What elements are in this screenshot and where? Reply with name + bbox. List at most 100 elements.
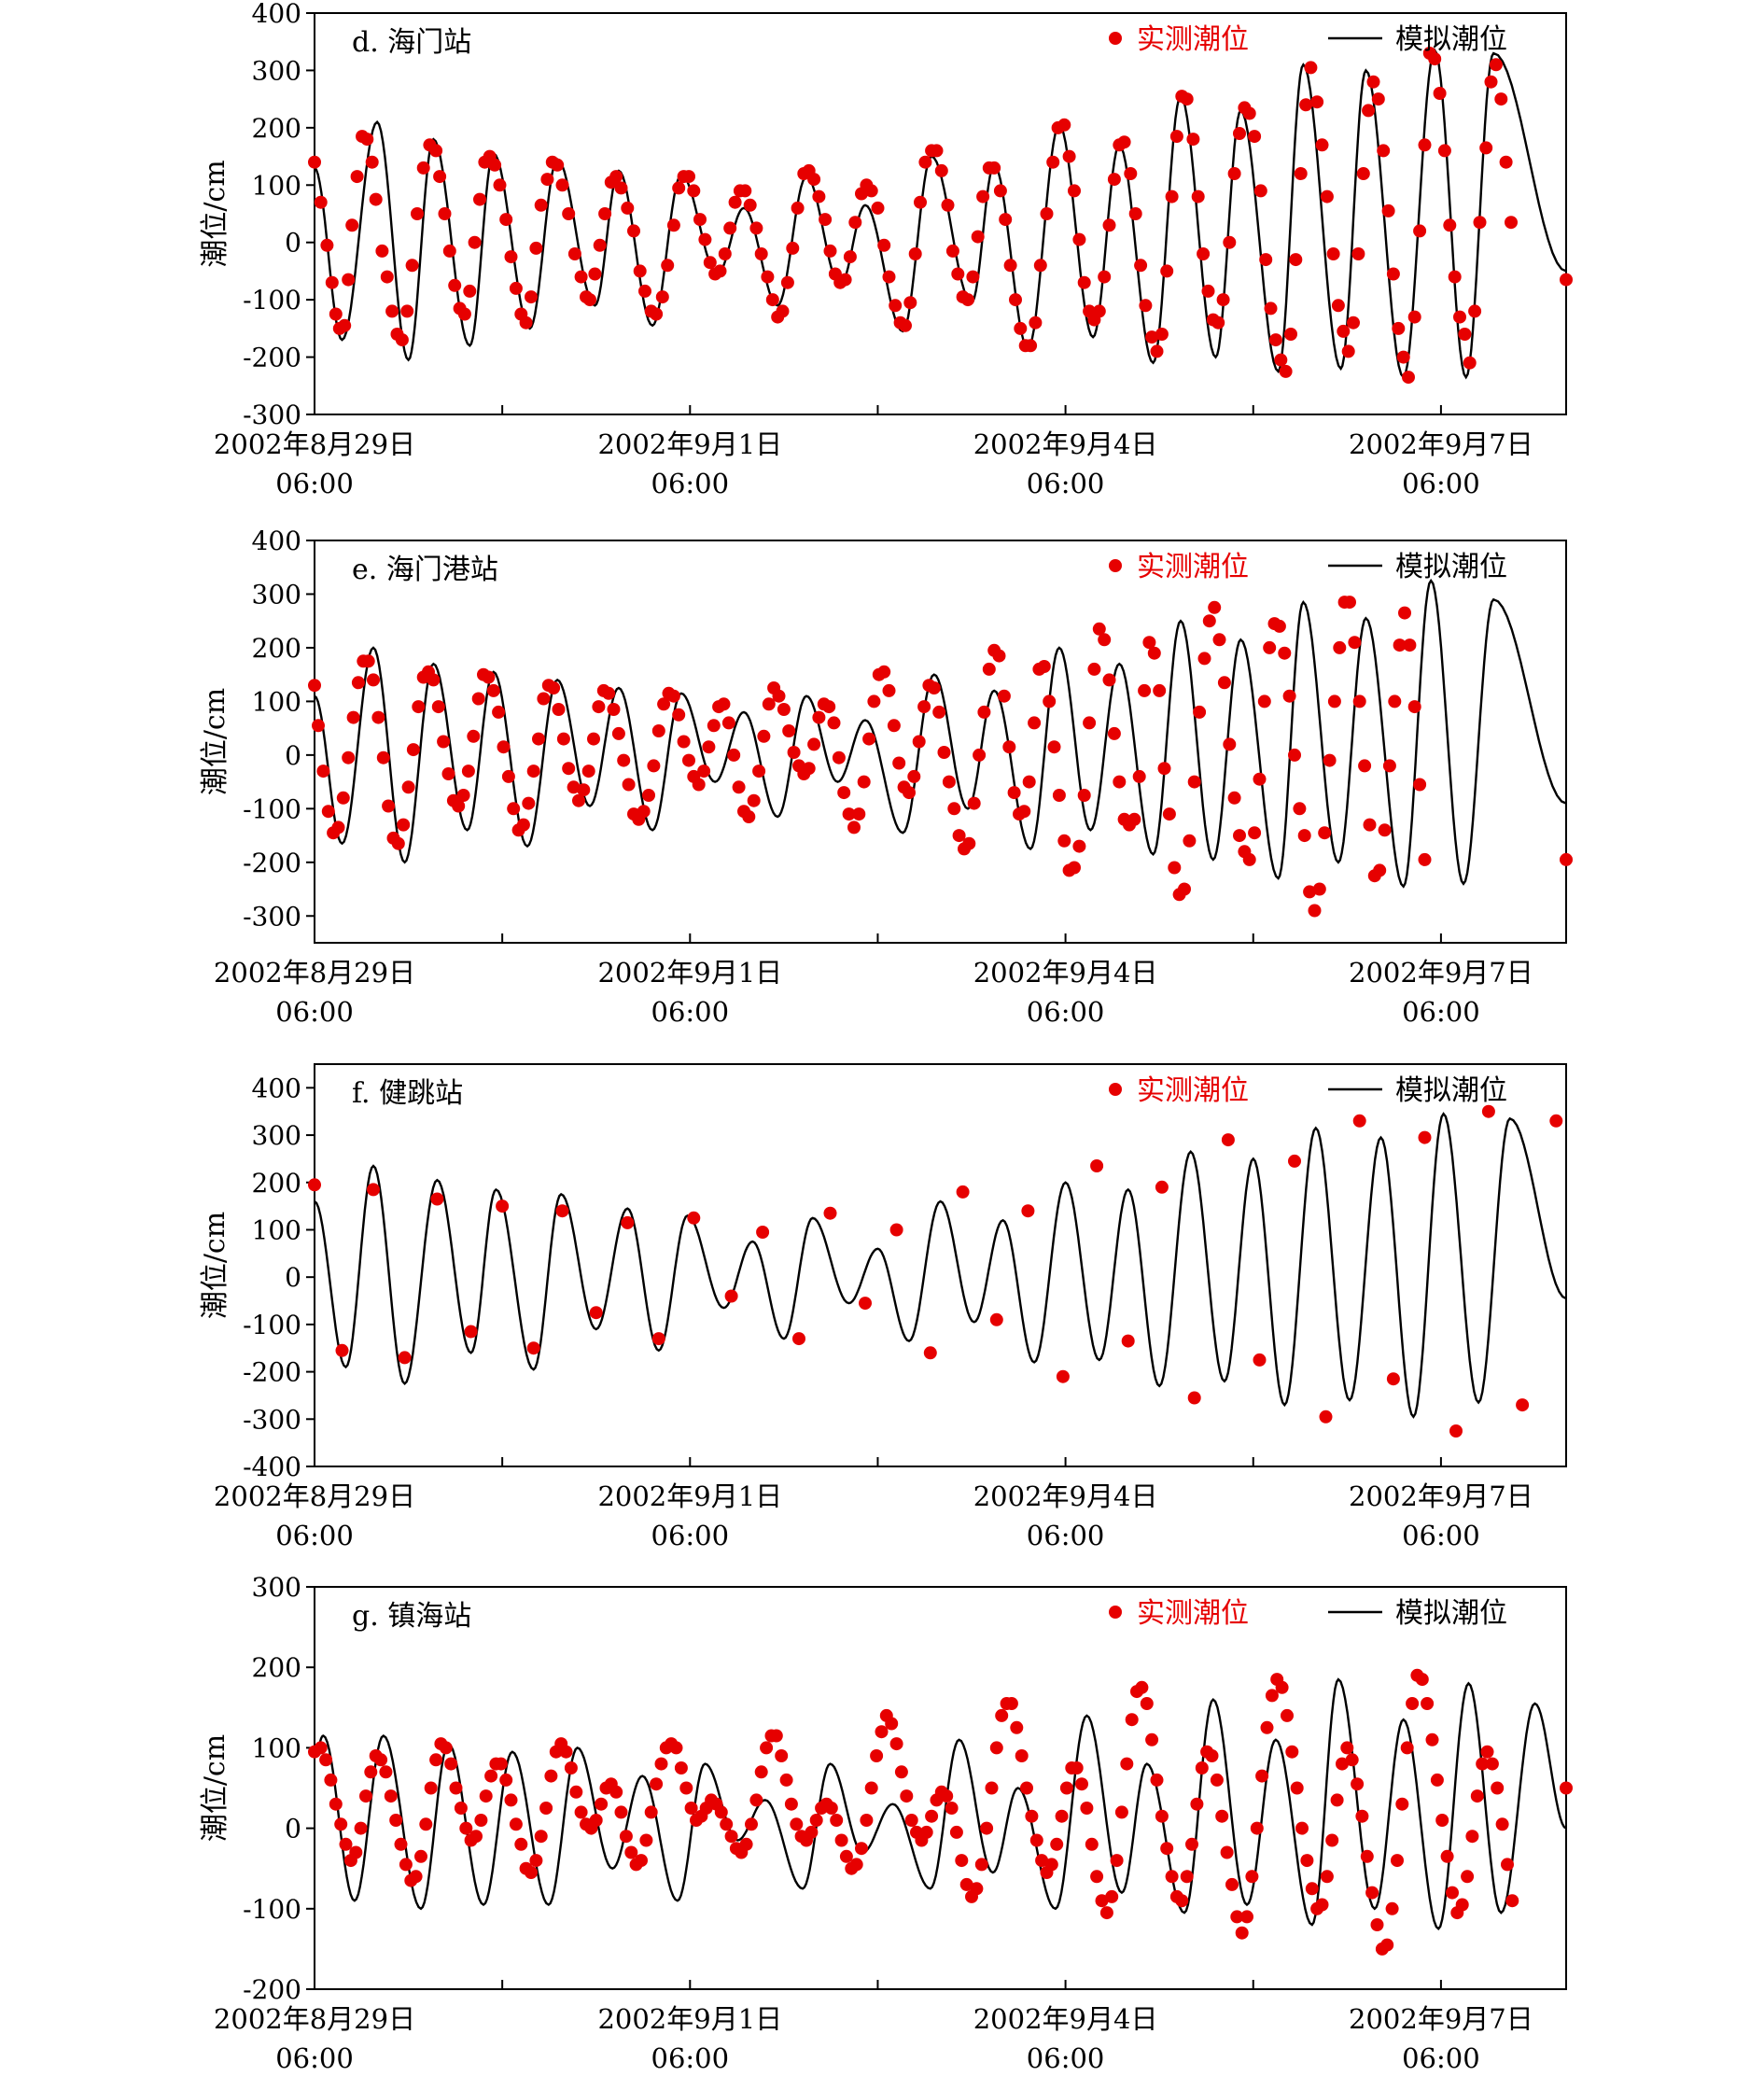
observed-tide-point [581,764,595,778]
observed-tide-point [559,1745,573,1759]
observed-tide-point [1227,791,1241,805]
observed-tide-point [484,1769,498,1783]
observed-tide-point [395,333,409,347]
observed-tide-point [754,247,768,260]
observed-tide-point [602,686,616,700]
observed-tide-point [609,1785,623,1799]
y-tick-label: 200 [252,113,301,144]
observed-tide-point [335,1343,349,1357]
observed-tide-point [1092,304,1106,318]
observed-tide-point [1020,1781,1033,1795]
observed-tide-point [724,1830,738,1844]
chart-panel-f: 400 300 200 100 0 -100 -200 -300 -400 潮位/cm 2002年8… [199,1063,1567,1551]
observed-tide-point [1428,52,1442,66]
observed-tide-point [1391,1854,1404,1868]
legend-observed-marker [1109,1083,1122,1096]
observed-tide-point [945,244,959,258]
observed-tide-point [672,181,686,195]
observed-tide-point [1035,1854,1049,1868]
observed-tide-point [375,244,389,258]
observed-tide-point [314,195,328,209]
observed-tide-point [904,1814,918,1827]
observed-tide-point [1463,356,1477,370]
observed-tide-point [666,218,680,232]
observed-tide-point [1180,92,1194,106]
observed-tide-point [1468,304,1482,318]
observed-tide-point [684,1802,698,1815]
observed-tide-point [351,676,365,690]
y-tick-label: -200 [243,343,301,373]
observed-tide-point [982,662,996,676]
observed-tide-point [1406,1697,1420,1710]
y-tick-label: 0 [285,1262,301,1293]
observed-tide-point [1202,614,1216,628]
observed-tide-point [614,181,628,195]
observed-tide-point [1337,324,1351,338]
observed-tide-point [1087,662,1101,676]
observed-tide-point [1138,683,1152,697]
observed-tide-point [1190,1797,1204,1811]
observed-tide-point [406,743,420,757]
observed-tide-point [1145,330,1159,344]
observed-tide-point [1476,1757,1490,1771]
observed-tide-point [331,821,345,835]
observed-tide-point [1135,1680,1149,1694]
observed-tide-point [1473,216,1487,230]
observed-tide-point [1348,636,1362,650]
observed-tide-point [1449,1424,1463,1438]
observed-tide-point [956,1185,970,1199]
observed-tide-point [1248,826,1262,840]
observed-tide-point [875,1725,889,1739]
observed-tide-point [847,821,861,835]
observed-tide-point [782,724,796,737]
observed-tide-point [349,1845,363,1859]
x-tick-time-label: 06:00 [1027,468,1105,499]
observed-tide-point [1068,861,1081,875]
observed-tide-point [1077,275,1091,289]
observed-tide-point [859,1297,872,1311]
observed-tide-point [1047,740,1061,754]
observed-tide-point [589,1306,603,1320]
observed-tide-point [1505,1894,1519,1908]
observed-tide-point [461,764,475,778]
observed-tide-point [1120,1757,1134,1771]
observed-tide-point [1470,1789,1484,1803]
observed-tide-point [359,1789,372,1803]
observed-tide-point [727,748,741,762]
observed-tide-point [654,1757,668,1771]
observed-tide-point [1059,1781,1073,1795]
observed-tide-point [398,1351,412,1365]
observed-tide-point [1494,92,1508,106]
observed-tide-point [971,230,985,244]
observed-tide-point [775,1749,789,1762]
observed-tide-point [494,1757,508,1771]
observed-tide-point [457,307,471,321]
observed-tide-point [324,1773,338,1787]
observed-tide-point [374,1753,388,1767]
observed-tide-point [468,235,482,249]
y-tick-label: -300 [243,901,301,932]
observed-tide-point [504,1793,518,1807]
observed-tide-point [1351,247,1365,260]
observed-tide-point [772,689,786,703]
observed-tide-point [638,284,651,298]
observed-tide-point [1002,740,1016,754]
x-tick-date-label: 2002年8月29日 [214,1480,415,1512]
observed-tide-point [1425,1732,1439,1746]
observed-tide-point [1014,321,1028,335]
observed-tide-point [433,170,447,184]
plot-frame [314,1063,1567,1467]
observed-tide-point [1343,596,1356,610]
observed-tide-point [529,241,543,255]
observed-tide-point [1075,1777,1088,1791]
observed-tide-point [522,796,536,810]
observed-tide-point [345,218,359,232]
observed-tide-point [852,807,866,821]
observed-tide-point [414,1849,427,1863]
observed-tide-point [837,786,851,800]
x-tick-date-label: 2002年9月4日 [973,2003,1158,2035]
observed-tide-point [1029,316,1043,330]
observed-tide-point [427,673,441,687]
observed-tide-point [812,710,826,724]
observed-tide-point [1015,1749,1029,1762]
